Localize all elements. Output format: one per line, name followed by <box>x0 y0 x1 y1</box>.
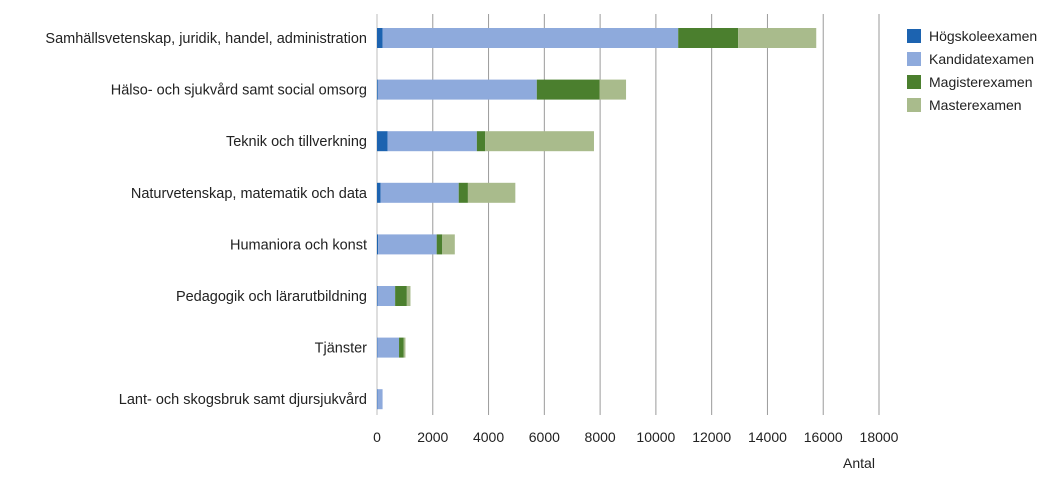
bar-segment <box>377 234 379 255</box>
bar-segment <box>377 79 537 100</box>
legend-swatch <box>907 98 921 112</box>
bar-segment <box>599 79 627 100</box>
bar-segment <box>380 182 459 203</box>
bar-segment <box>442 234 455 255</box>
legend-label: Magisterexamen <box>929 74 1033 90</box>
category-label: Pedagogik och lärarutbildning <box>176 289 367 305</box>
bar-segment <box>485 131 594 152</box>
bar-segment <box>377 337 400 358</box>
x-tick-label: 12000 <box>692 429 731 445</box>
category-label: Teknik och tillverkning <box>226 134 367 150</box>
bar-segment <box>436 234 443 255</box>
legend-swatch <box>907 52 921 66</box>
x-tick-label: 14000 <box>748 429 787 445</box>
category-label: Lant- och skogsbruk samt djursjukvård <box>119 392 367 408</box>
x-axis-label: Antal <box>843 455 875 471</box>
x-tick-label: 0 <box>373 429 381 445</box>
legend-label: Kandidatexamen <box>929 51 1035 67</box>
bar-segment <box>387 131 477 152</box>
bar-segment <box>377 182 381 203</box>
x-tick-label: 18000 <box>860 429 899 445</box>
bar-segment <box>536 79 600 100</box>
legend-item: Masterexamen <box>907 95 1037 115</box>
bar-segment <box>476 131 486 152</box>
bar-segment <box>678 28 739 48</box>
bar-segment <box>467 182 516 203</box>
x-tick-label: 4000 <box>473 429 504 445</box>
x-tick-label: 10000 <box>636 429 675 445</box>
category-label: Samhällsvetenskap, juridik, handel, admi… <box>45 31 367 47</box>
bar-segment <box>377 131 388 152</box>
legend-label: Högskoleexamen <box>929 28 1038 44</box>
x-tick-label: 6000 <box>529 429 560 445</box>
bar-segment <box>738 28 817 48</box>
legend-label: Masterexamen <box>929 97 1022 113</box>
category-label: Naturvetenskap, matematik och data <box>131 186 368 202</box>
category-label: Hälso- och sjukvård samt social omsorg <box>111 83 367 99</box>
legend: Högskoleexamen Kandidatexamen Magisterexam… <box>907 26 1037 118</box>
legend-item: Kandidatexamen <box>907 49 1037 69</box>
bar-segment <box>399 337 404 358</box>
x-tick-label: 16000 <box>804 429 843 445</box>
bar-segment <box>377 28 383 48</box>
legend-swatch <box>907 29 921 43</box>
bar-segment <box>377 79 378 100</box>
category-label: Humaniora och konst <box>230 237 367 253</box>
bar-segment <box>458 182 468 203</box>
legend-item: Högskoleexamen <box>907 26 1037 46</box>
bar-segment <box>403 337 406 358</box>
category-label: Tjänster <box>315 341 368 357</box>
x-tick-label: 2000 <box>417 429 448 445</box>
bar-segment <box>406 286 411 306</box>
bar-segment <box>377 389 378 410</box>
x-tick-label: 8000 <box>585 429 616 445</box>
bar-segment <box>377 286 378 306</box>
bar-segment <box>377 286 396 306</box>
bar-segment <box>382 28 679 48</box>
legend-swatch <box>907 75 921 89</box>
bar-segment <box>378 234 437 255</box>
legend-item: Magisterexamen <box>907 72 1037 92</box>
bar-segment <box>377 389 383 410</box>
bar-segment <box>377 337 378 358</box>
bar-segment <box>395 286 407 306</box>
